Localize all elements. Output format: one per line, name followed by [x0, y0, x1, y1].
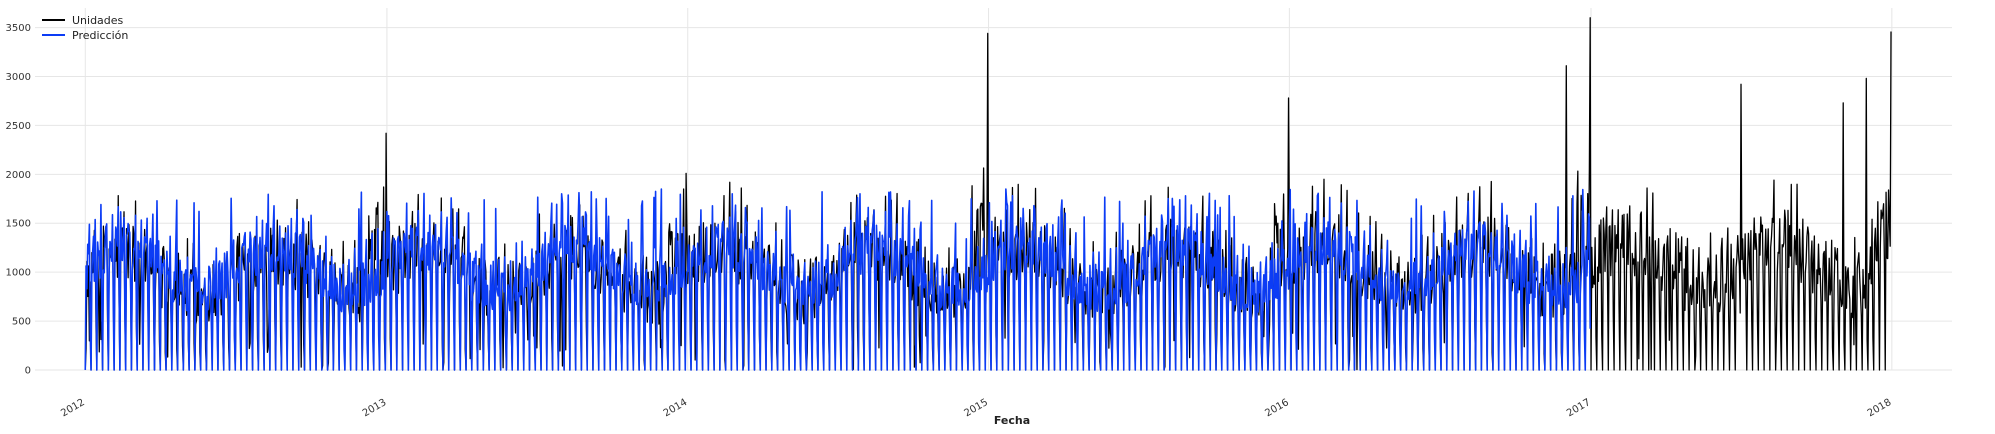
y-tick-label: 3500 — [6, 23, 31, 34]
y-tick-label: 2500 — [6, 121, 31, 132]
series-lines — [84, 17, 1892, 371]
series-line-unidades — [84, 17, 1892, 371]
series-line-prediccion — [84, 188, 1591, 371]
y-tick-label: 500 — [12, 317, 31, 328]
x-tick-label: 2012 — [59, 397, 87, 419]
y-tick-label: 1000 — [6, 268, 31, 279]
y-tick-label: 0 — [25, 366, 31, 377]
x-tick-label: 2018 — [1866, 397, 1894, 419]
x-axis-title: Fecha — [994, 414, 1030, 427]
x-tick-labels: 2012 2013 2014 2015 2016 2017 2018 — [59, 397, 1893, 419]
x-tick-label: 2014 — [662, 397, 690, 419]
y-tick-label: 2000 — [6, 170, 31, 181]
x-tick-label: 2017 — [1565, 397, 1593, 419]
y-tick-label: 1500 — [6, 219, 31, 230]
x-tick-label: 2013 — [361, 397, 389, 419]
x-tick-label: 2016 — [1263, 397, 1291, 419]
y-tick-labels: 0 500 1000 1500 2000 2500 3000 3500 — [6, 23, 31, 376]
y-tick-label: 3000 — [6, 72, 31, 83]
legend: Unidades Predicción — [42, 14, 128, 42]
legend-label-unidades: Unidades — [72, 14, 124, 27]
x-tick-label: 2015 — [963, 397, 991, 419]
legend-label-prediccion: Predicción — [72, 29, 128, 42]
